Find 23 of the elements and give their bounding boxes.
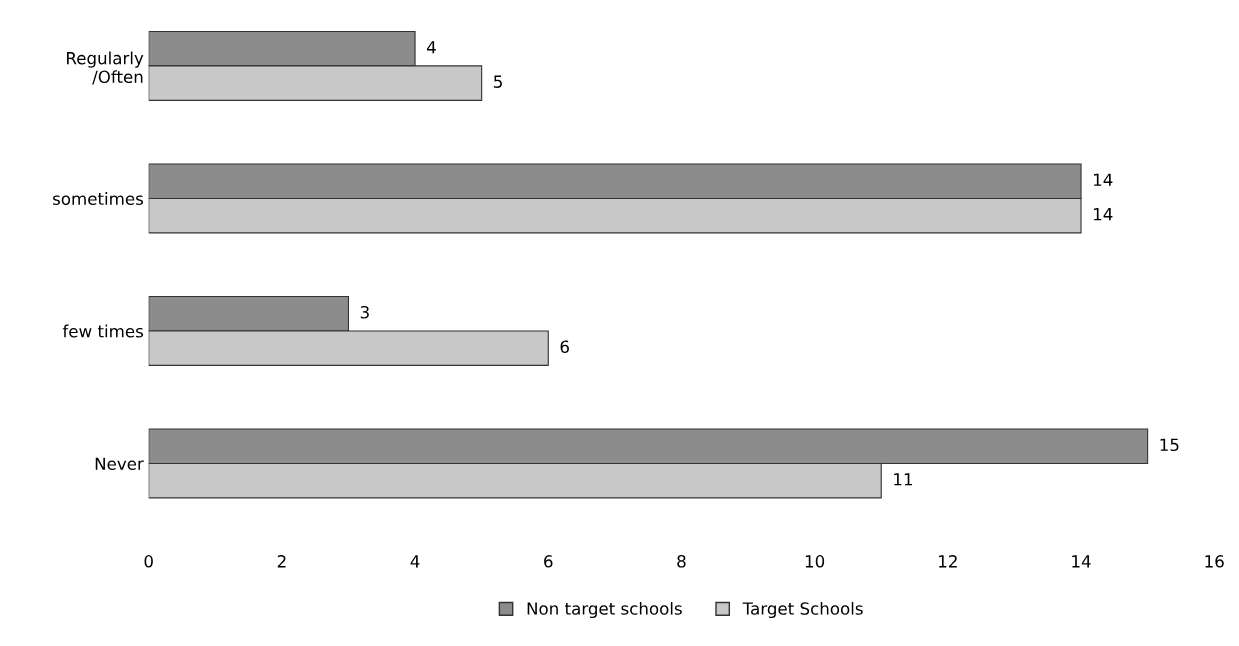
legend-label: Non target schools — [527, 601, 682, 619]
y-tick-label: Never — [95, 457, 144, 471]
data-label: 4 — [426, 41, 436, 54]
data-label: 14 — [1093, 173, 1113, 186]
data-label: 11 — [894, 473, 913, 486]
y-tick-label: sometimes — [53, 192, 144, 206]
data-label: 6 — [560, 340, 569, 354]
y-tick-label: Regularly /Often — [67, 51, 144, 85]
x-tick-label: 16 — [1205, 555, 1224, 568]
legend-label: Target Schools — [742, 601, 863, 619]
data-label: 14 — [1093, 208, 1113, 221]
data-label: 15 — [1160, 438, 1179, 452]
y-tick-label: few times — [62, 324, 144, 338]
data-label: 3 — [360, 305, 369, 319]
x-tick-label: 14 — [1072, 555, 1091, 568]
x-tick-label: 12 — [939, 555, 957, 568]
x-tick-label: 8 — [677, 555, 686, 568]
x-tick-label: 10 — [805, 555, 825, 568]
x-tick-label: 0 — [144, 555, 153, 568]
x-tick-label: 4 — [410, 555, 420, 568]
data-label: 5 — [494, 75, 502, 88]
x-tick-label: 6 — [544, 555, 553, 568]
x-tick-label: 2 — [277, 555, 286, 568]
